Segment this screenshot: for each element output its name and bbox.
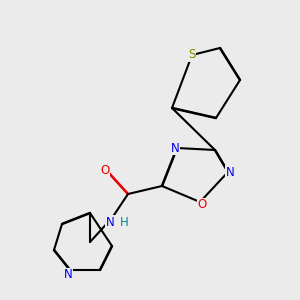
Text: N: N (64, 268, 72, 281)
Text: S: S (188, 49, 196, 62)
Text: O: O (100, 164, 109, 176)
Text: N: N (106, 215, 114, 229)
Text: H: H (120, 215, 128, 229)
Text: N: N (226, 166, 234, 178)
Text: O: O (197, 199, 207, 212)
Text: N: N (171, 142, 179, 154)
